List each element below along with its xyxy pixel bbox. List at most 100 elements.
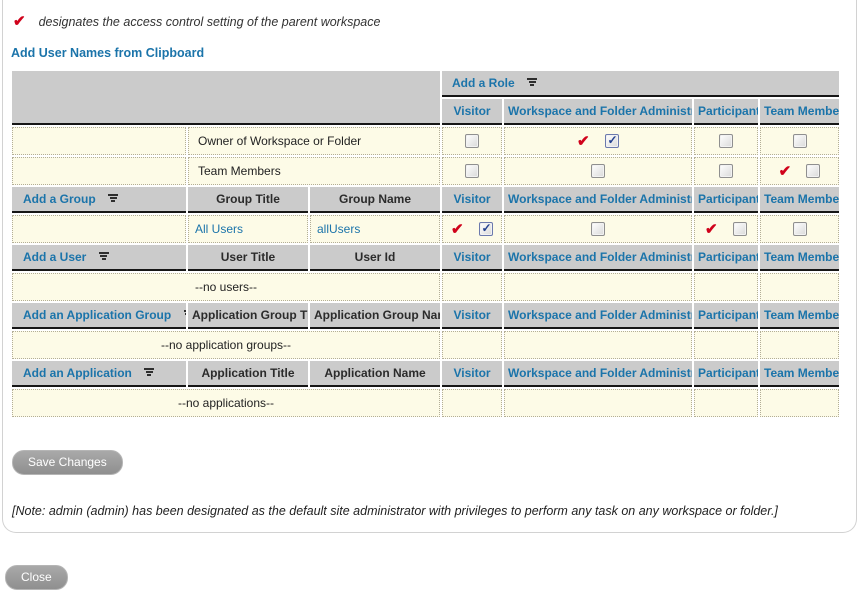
role-header-admin: Workspace and Folder Administrator [504,99,693,125]
owner-team-member-cell [760,127,840,155]
owner-participant-checkbox[interactable] [719,134,734,149]
add-a-role-link[interactable]: Add a Role [452,76,515,90]
no-users-message: --no users-- [12,273,441,301]
role-header-admin: Workspace and Folder Administrator [504,187,693,213]
empty-cell [12,157,186,185]
empty-cell [12,127,186,155]
parent-setting-legend-text: designates the access control setting of… [38,14,381,29]
add-a-role-menu-icon[interactable] [527,77,538,86]
team-admin-cell [504,157,693,185]
add-a-role-header-row: Add a Role [12,71,840,125]
empty-cell [12,215,186,243]
add-a-group-menu-icon[interactable] [108,193,119,202]
add-a-user-link[interactable]: Add a User [23,250,87,264]
allusers-team-member-checkbox[interactable] [792,222,807,237]
owner-team-member-checkbox[interactable] [792,134,807,149]
role-header-admin: Workspace and Folder Administrator [504,361,693,387]
parent-check-icon [451,222,464,237]
application-title-column-header: Application Title [188,361,308,387]
role-header-team-member: Team Member [760,303,840,329]
group-title-column-header: Group Title [188,187,308,213]
empty-cell [760,331,840,359]
add-a-group-header-cell: Add a Group [12,187,186,213]
empty-cell [442,273,503,301]
allusers-visitor-checkbox[interactable] [478,221,493,237]
add-an-application-header-cell: Add an Application [12,361,186,387]
all-users-link[interactable]: All Users [195,222,244,236]
allusers-name-link[interactable]: allUsers [317,222,361,236]
add-an-application-group-menu-icon[interactable] [183,309,186,318]
empty-cell [694,331,759,359]
empty-cell [504,389,693,417]
add-an-application-menu-icon[interactable] [144,367,155,376]
empty-cell [442,389,503,417]
role-header-team-member: Team Member [760,187,840,213]
user-title-column-header: User Title [188,245,308,271]
no-application-groups-row: --no application groups-- [12,331,840,359]
add-a-group-header-row: Add a Group Group Title Group Name Visit… [12,187,840,213]
close-button[interactable]: Close [5,565,68,590]
add-a-user-menu-icon[interactable] [98,251,109,260]
add-a-user-header-row: Add a User User Title User Id Visitor Wo… [12,245,840,271]
owner-visitor-cell [442,127,503,155]
role-header-team-member: Team Member [760,245,840,271]
role-header-visitor: Visitor [442,99,503,125]
team-visitor-checkbox[interactable] [465,164,480,179]
add-an-application-group-link[interactable]: Add an Application Group [23,308,172,322]
no-users-row: --no users-- [12,273,840,301]
add-an-application-group-header-row: Add an Application Group Application Gro… [12,303,840,329]
add-an-application-link[interactable]: Add an Application [23,366,132,380]
empty-cell [760,273,840,301]
team-visitor-cell [442,157,503,185]
empty-cell [442,331,503,359]
role-header-visitor: Visitor [442,303,503,329]
role-header-visitor: Visitor [442,361,503,387]
owner-participant-cell [694,127,759,155]
application-name-column-header: Application Name [310,361,441,387]
add-user-names-from-clipboard-link[interactable]: Add User Names from Clipboard [11,46,205,60]
user-id-column-header: User Id [310,245,441,271]
team-participant-checkbox[interactable] [719,164,734,179]
team-team-member-checkbox[interactable] [806,164,821,179]
add-an-application-group-header-cell: Add an Application Group [12,303,186,329]
role-columns-row: Visitor Workspace and Folder Administrat… [12,99,840,125]
allusers-admin-cell [504,215,693,243]
role-header-participant: Participant [694,245,759,271]
allusers-admin-checkbox[interactable] [591,222,606,237]
no-applications-row: --no applications-- [12,389,840,417]
owner-admin-checkbox[interactable] [604,133,619,149]
add-a-role-header-cell: Add a Role [442,71,840,97]
add-a-user-header-cell: Add a User [12,245,186,271]
team-members-row: Team Members [12,157,840,185]
team-participant-cell [694,157,759,185]
group-name-cell: allUsers [310,215,441,243]
team-team-member-cell [760,157,840,185]
team-admin-checkbox[interactable] [591,164,606,179]
row-label-owner: Owner of Workspace or Folder [188,127,441,155]
access-control-table: Add a Role Visitor Workspace and Folder … [10,69,841,419]
allusers-participant-checkbox[interactable] [732,222,747,237]
parent-check-icon [705,222,718,237]
access-control-panel: designates the access control setting of… [2,0,857,533]
owner-visitor-checkbox[interactable] [465,134,480,149]
empty-cell [760,389,840,417]
empty-cell [694,273,759,301]
group-name-column-header: Group Name [310,187,441,213]
owner-admin-cell [504,127,693,155]
role-header-admin: Workspace and Folder Administrator [504,303,693,329]
owner-row: Owner of Workspace or Folder [12,127,840,155]
parent-check-icon [577,134,590,149]
add-a-group-link[interactable]: Add a Group [23,192,96,206]
parent-check-icon [779,164,792,179]
admin-note: [Note: admin (admin) has been designated… [12,504,778,518]
no-application-groups-message: --no application groups-- [12,331,441,359]
header-corner-cell [12,71,441,125]
application-group-title-column-header: Application Group Title [188,303,308,329]
role-header-participant: Participant [694,361,759,387]
role-header-team-member: Team Member [760,361,840,387]
save-changes-button[interactable]: Save Changes [12,450,123,475]
role-header-visitor: Visitor [442,245,503,271]
role-header-participant: Participant [694,303,759,329]
empty-cell [504,331,693,359]
parent-setting-legend: designates the access control setting of… [10,0,856,29]
